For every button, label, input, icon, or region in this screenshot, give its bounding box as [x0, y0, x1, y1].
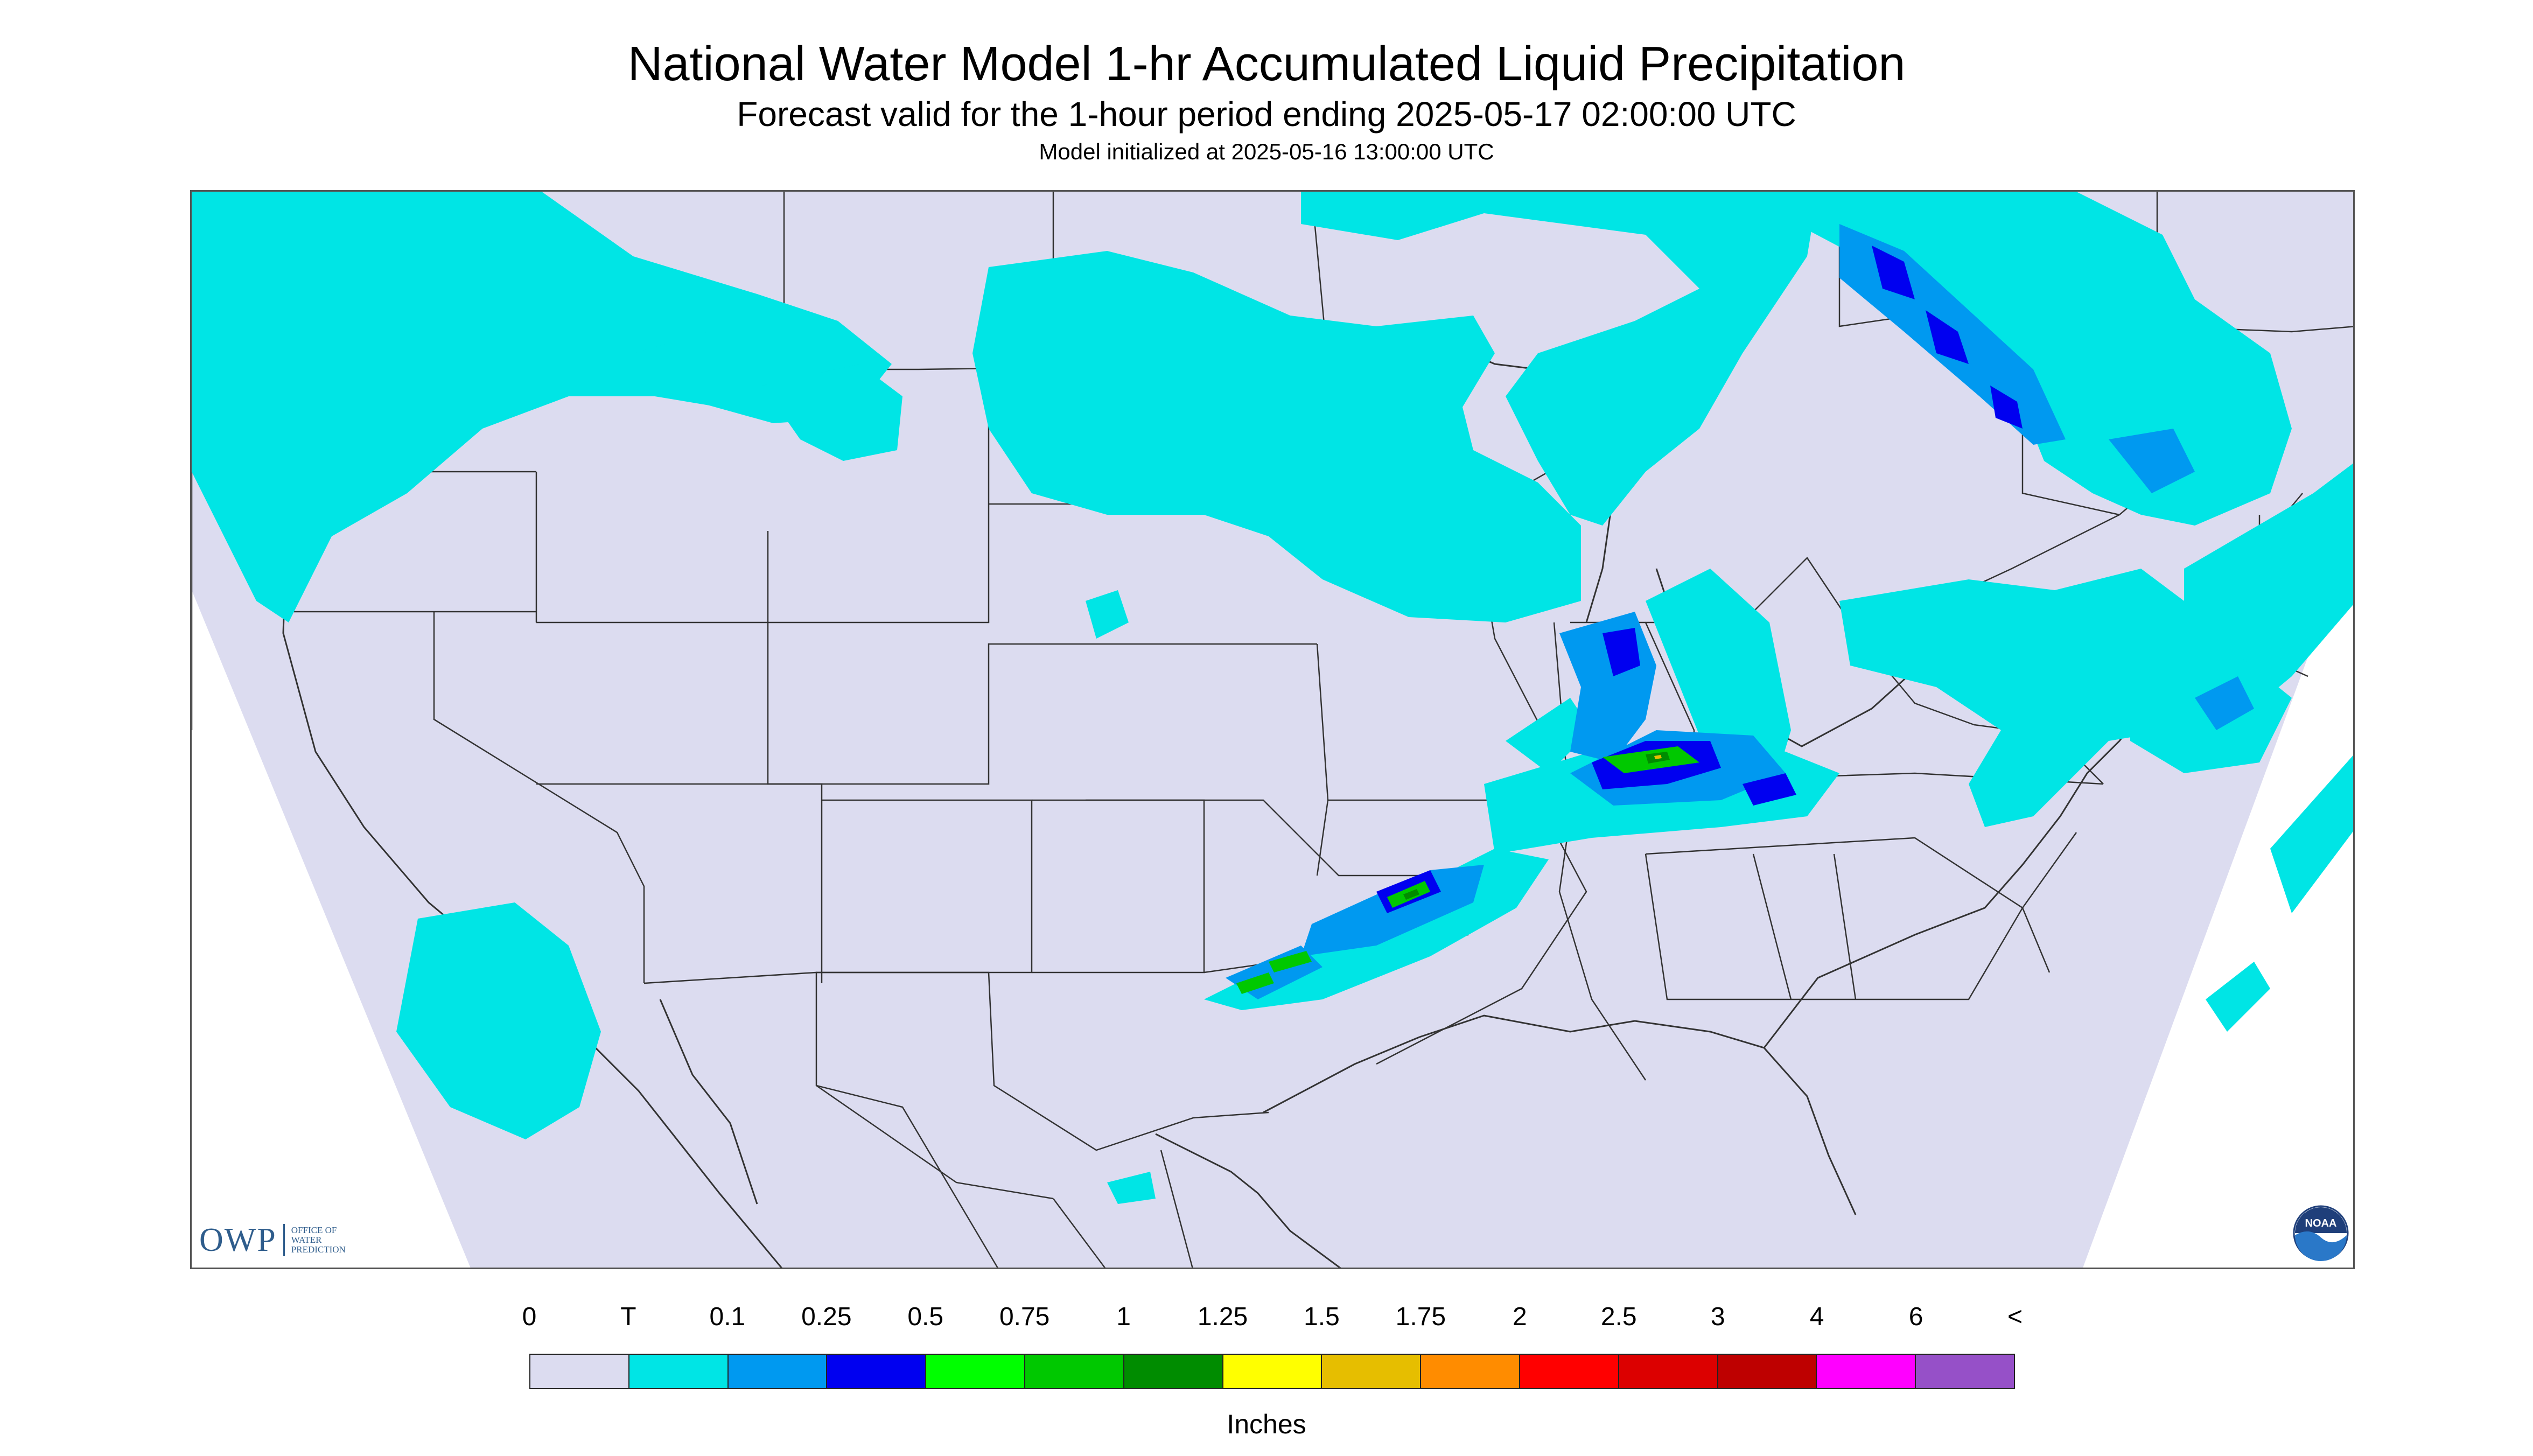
noaa-logo: NOAA [2293, 1205, 2349, 1261]
legend-label: 3 [1710, 1303, 1725, 1331]
legend-swatch [1817, 1355, 1916, 1388]
legend-label: 0.5 [907, 1303, 944, 1331]
legend-label: 2 [1512, 1303, 1527, 1331]
noaa-logo-icon: NOAA [2293, 1205, 2349, 1261]
precipitation-map[interactable] [190, 190, 2355, 1269]
legend-swatch [530, 1355, 629, 1388]
map-domain [192, 192, 2353, 1268]
legend-swatch [1520, 1355, 1619, 1388]
legend-label: 4 [1809, 1303, 1824, 1331]
legend-swatch [1619, 1355, 1718, 1388]
owp-logo-divider [283, 1224, 285, 1256]
legend-swatch [1421, 1355, 1520, 1388]
map-subtitle: Forecast valid for the 1-hour period end… [737, 95, 1796, 134]
legend-swatch [1916, 1355, 2014, 1388]
model-init-text: Model initialized at 2025-05-16 13:00:00… [1039, 139, 1494, 164]
legend-swatch [629, 1355, 729, 1388]
legend-swatch [1025, 1355, 1124, 1388]
legend-swatch [827, 1355, 927, 1388]
legend-colorbar [529, 1354, 2015, 1389]
owp-logo-subtext: Office of Water Prediction [291, 1225, 346, 1255]
legend-label: 0.1 [709, 1303, 746, 1331]
owp-logo: OWP Office of Water Prediction [199, 1221, 361, 1259]
map-canvas [192, 192, 2353, 1268]
legend-label: 0.25 [801, 1303, 852, 1331]
noaa-logo-text: NOAA [2305, 1217, 2337, 1229]
legend-label: T [620, 1303, 636, 1331]
precip-heaviest-areas [1654, 755, 1662, 759]
legend-swatch [1322, 1355, 1422, 1388]
legend-label: 0.75 [999, 1303, 1050, 1331]
legend-label: 2.5 [1600, 1303, 1637, 1331]
legend-units: Inches [1227, 1409, 1306, 1439]
legend-swatch [728, 1355, 828, 1388]
legend-label: 1 [1116, 1303, 1131, 1331]
legend-label: 1.25 [1197, 1303, 1248, 1331]
map-title: National Water Model 1-hr Accumulated Li… [627, 37, 1906, 91]
legend-label: < [2007, 1303, 2023, 1331]
legend-label: 1.5 [1304, 1303, 1340, 1331]
legend-swatch [926, 1355, 1025, 1388]
legend-label: 1.75 [1395, 1303, 1446, 1331]
legend-swatch [1223, 1355, 1323, 1388]
legend-label: 0 [522, 1303, 537, 1331]
owp-logo-text: OWP [199, 1221, 277, 1258]
legend-swatch [1718, 1355, 1817, 1388]
legend-swatch [1124, 1355, 1223, 1388]
legend-label: 6 [1908, 1303, 1923, 1331]
legend-labels: 0 T 0.1 0.25 0.5 0.75 1 1.25 1.5 1.75 2 2.5 3 4 6 < [0, 1302, 2533, 1340]
